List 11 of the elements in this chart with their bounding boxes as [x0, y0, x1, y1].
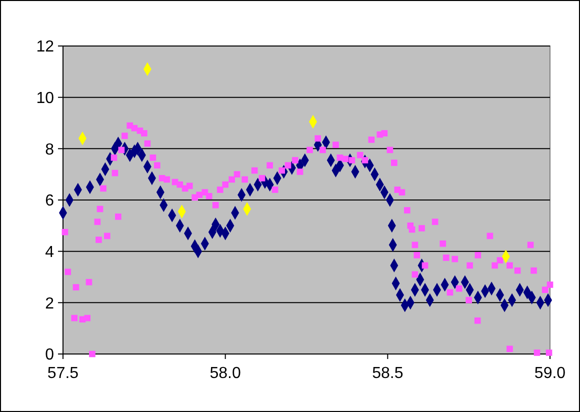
y-tick-label: 10	[36, 90, 54, 107]
y-tick-label: 6	[45, 192, 54, 210]
x-tick-label: 59.0	[534, 365, 566, 382]
x-tick-label: 57.5	[47, 365, 79, 382]
y-tick-label: 8	[45, 141, 54, 158]
y-tick-label: 2	[45, 295, 54, 312]
x-tick-label: 58.5	[372, 365, 404, 382]
y-tick-label: 0	[45, 346, 54, 364]
x-tick-label: 58.0	[210, 365, 242, 382]
y-tick-label: 4	[45, 244, 54, 261]
y-tick-label: 12	[36, 38, 54, 56]
